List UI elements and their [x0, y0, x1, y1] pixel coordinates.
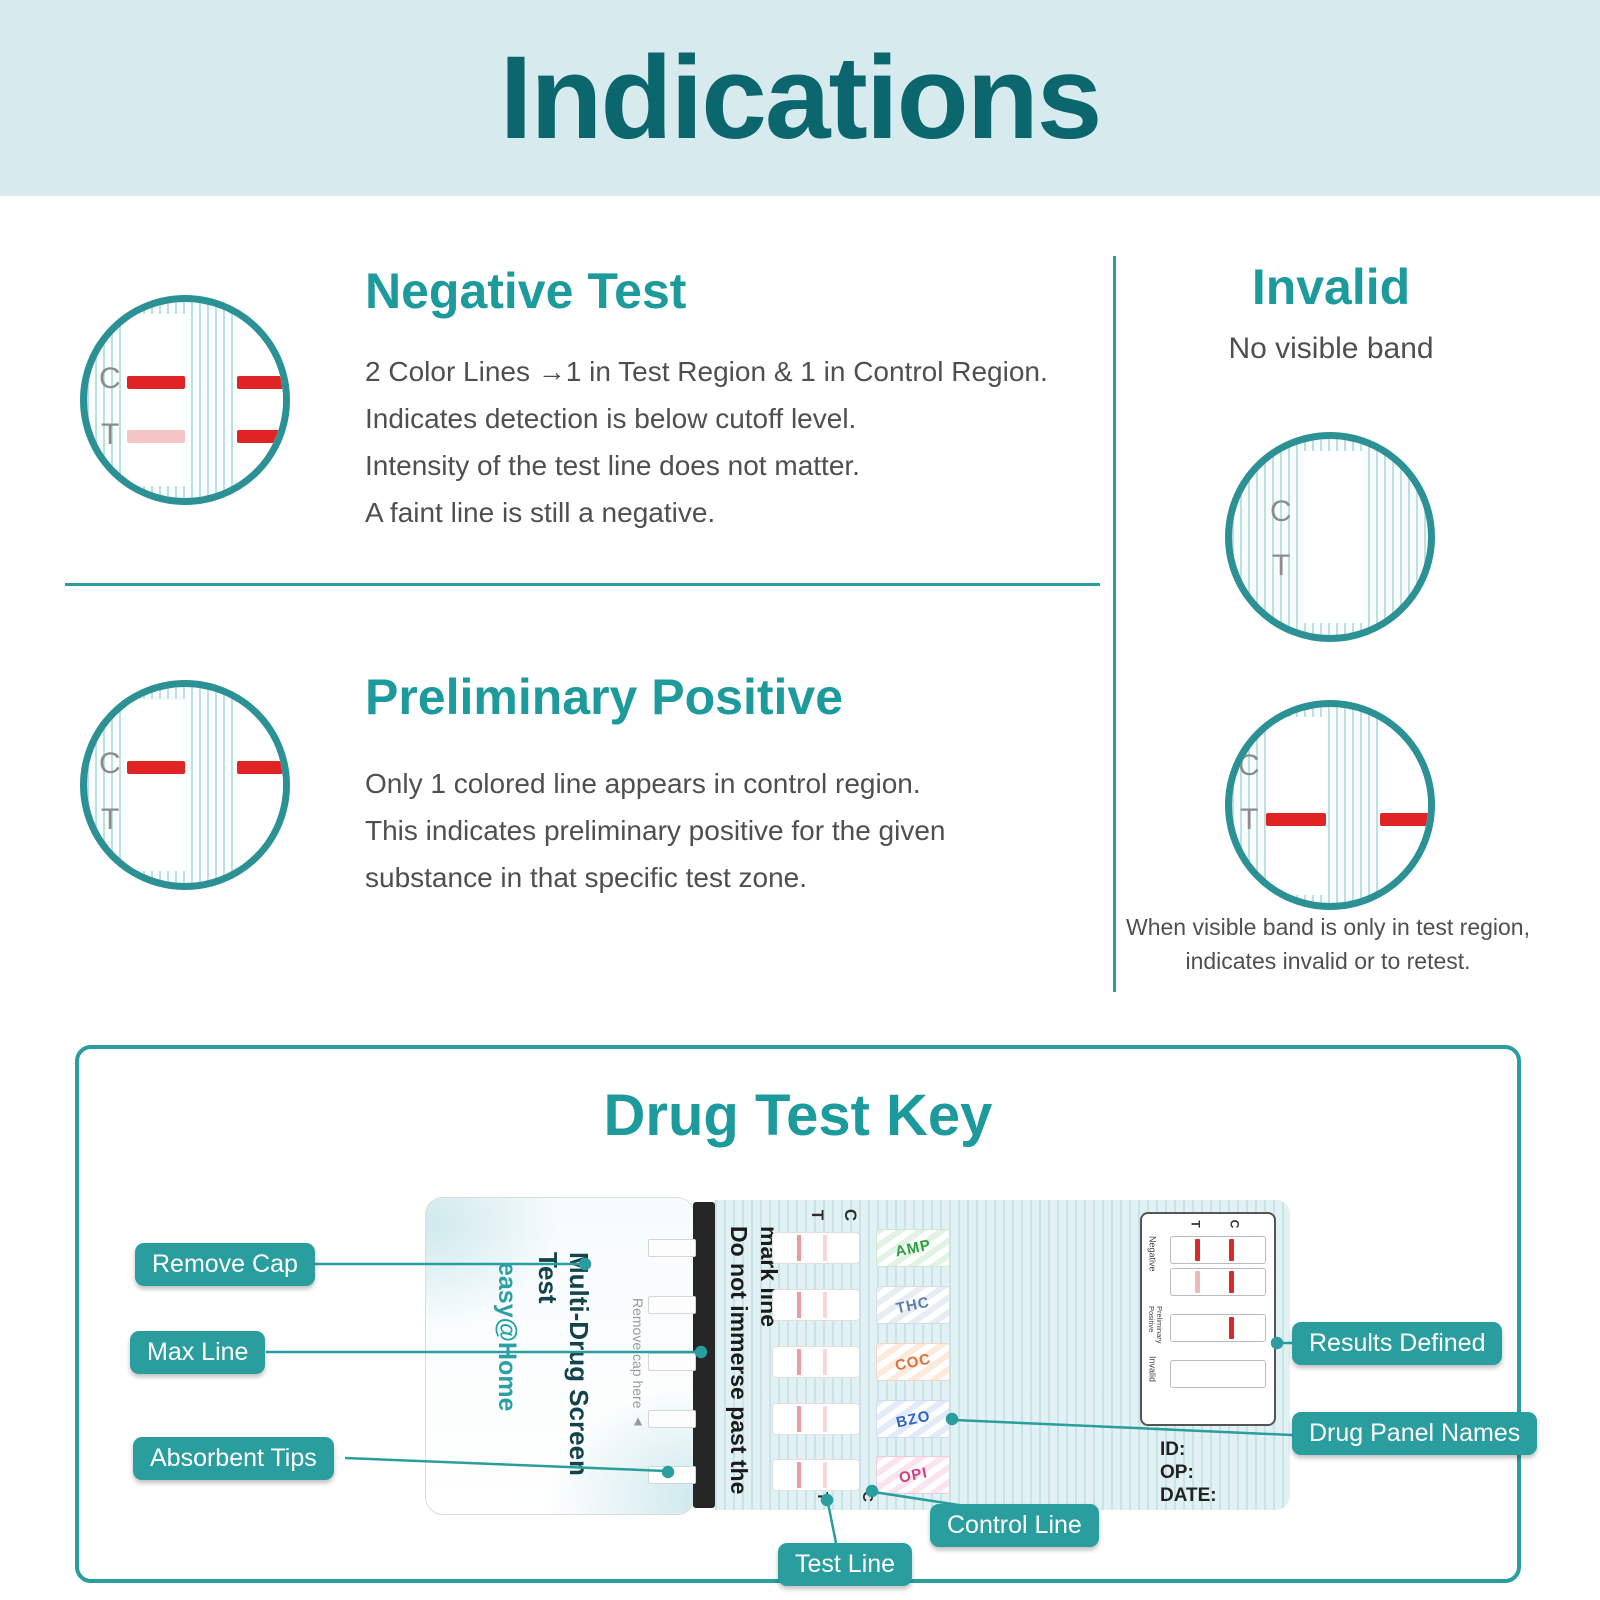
test-line-marker: T — [814, 1491, 832, 1502]
preliminary-positive-circle: C T — [80, 680, 290, 890]
panel-strip — [772, 1403, 860, 1435]
control-region-label: C — [1238, 749, 1260, 782]
test-line-marker: T — [1188, 1220, 1203, 1228]
id-fields: ID: OP: DATE: — [1160, 1438, 1217, 1507]
panel-strip — [772, 1459, 860, 1491]
invalid-note: When visible band is only in test region… — [1126, 914, 1530, 974]
control-region-label: C — [1270, 495, 1292, 528]
immerse-warning-text: Do not immerse past the mark line — [726, 1226, 782, 1495]
preliminary-positive-title: Preliminary Positive — [365, 669, 844, 725]
panel-strip — [772, 1232, 860, 1264]
test-band — [1266, 813, 1326, 826]
example-strip-negative — [1170, 1236, 1266, 1264]
drug-panel-thc: THC — [876, 1286, 950, 1324]
preliminary-positive-label: Preliminary Positive — [1147, 1306, 1163, 1344]
body-line: A faint line is still a negative. — [365, 497, 716, 528]
body-line: Indicates detection is below cutoff leve… — [365, 403, 857, 434]
results-defined-panel: T C Negative Preliminary Positive Invali… — [1140, 1212, 1276, 1426]
max-line-bar — [693, 1202, 715, 1508]
negative-label: Negative — [1147, 1236, 1157, 1272]
test-region-label: T — [101, 803, 120, 836]
body-line: This indicates preliminary positive for … — [365, 815, 946, 846]
control-band — [237, 761, 283, 774]
test-strip — [237, 699, 283, 871]
horizontal-divider — [65, 583, 1100, 586]
absorbent-tip — [648, 1296, 696, 1314]
control-band — [1229, 1317, 1235, 1339]
control-band — [1229, 1239, 1235, 1261]
absorbent-tip — [648, 1410, 696, 1428]
test-strip — [237, 314, 283, 486]
test-band — [1380, 813, 1428, 826]
control-band — [1229, 1271, 1235, 1293]
invalid-subtitle: No visible band — [1228, 332, 1434, 365]
drug-panel-bzo: BZO — [876, 1400, 950, 1438]
invalid-label: Invalid — [1147, 1356, 1157, 1383]
faint-test-band — [127, 430, 185, 443]
body-line: Only 1 colored line appears in control r… — [365, 768, 921, 799]
test-band — [1195, 1239, 1201, 1261]
body-line: 2 Color Lines →1 in Test Region & 1 in C… — [365, 356, 1048, 387]
date-label: DATE: — [1160, 1485, 1217, 1506]
body-line: substance in that specific test zone. — [365, 862, 808, 893]
control-band — [237, 376, 283, 389]
control-band — [127, 761, 185, 774]
remove-cap-here-text: Remove cap here ▲ — [630, 1298, 646, 1429]
example-strip-negative-faint — [1170, 1268, 1266, 1296]
panel-strip — [772, 1346, 860, 1378]
remove-cap-callout: Remove Cap — [135, 1243, 315, 1286]
absorbent-tips-callout: Absorbent Tips — [133, 1437, 334, 1480]
control-line-callout: Control Line — [930, 1504, 1099, 1547]
max-line-callout: Max Line — [130, 1331, 266, 1374]
body-line: Intensity of the test line does not matt… — [365, 450, 860, 481]
negative-test-body: 2 Color Lines →1 in Test Region & 1 in C… — [365, 348, 1048, 536]
op-label: OP: — [1160, 1462, 1194, 1483]
drug-panel-opi: OPI — [876, 1456, 950, 1494]
invalid-blank-circle: C T — [1225, 432, 1435, 642]
example-strip-preliminary — [1170, 1314, 1266, 1342]
drug-panel-names-callout: Drug Panel Names — [1292, 1412, 1538, 1455]
control-band — [127, 376, 185, 389]
negative-test-circle: C T — [80, 295, 290, 505]
brand-logo-text: easy@Home — [493, 1262, 521, 1412]
test-region-label: T — [101, 418, 120, 451]
vertical-divider — [1113, 256, 1116, 992]
id-label: ID: — [1160, 1439, 1186, 1460]
absorbent-tip — [648, 1466, 696, 1484]
control-line-marker: C — [1227, 1219, 1242, 1229]
test-strip — [127, 314, 185, 486]
drug-panel-amp: AMP — [876, 1229, 950, 1267]
invalid-test-only-circle: C T — [1225, 700, 1435, 910]
test-strip — [1304, 451, 1362, 623]
example-strip-invalid — [1170, 1360, 1266, 1388]
absorbent-tip — [648, 1239, 696, 1257]
test-band — [237, 430, 283, 443]
drug-test-key-title: Drug Test Key — [603, 1083, 993, 1148]
preliminary-positive-body: Only 1 colored line appears in control r… — [365, 760, 945, 901]
results-defined-callout: Results Defined — [1292, 1322, 1503, 1365]
control-line-marker: C — [858, 1491, 876, 1502]
panel-strip — [772, 1289, 860, 1321]
control-line-marker: C — [841, 1208, 861, 1222]
control-region-label: C — [99, 747, 121, 780]
page-title: Indications — [499, 32, 1103, 164]
test-region-label: T — [1272, 549, 1291, 582]
header-band: Indications — [0, 0, 1600, 196]
invalid-title: Invalid — [1251, 259, 1411, 315]
control-region-label: C — [99, 362, 121, 395]
product-name-text: Multi-Drug Screen Test — [533, 1252, 594, 1476]
test-line-marker: T — [808, 1209, 828, 1221]
test-strip — [1266, 717, 1326, 895]
test-line-callout: Test Line — [778, 1543, 913, 1586]
test-strip — [127, 699, 185, 871]
faint-test-band — [1195, 1271, 1201, 1293]
drug-panel-coc: COC — [876, 1343, 950, 1381]
absorbent-tip — [648, 1353, 696, 1371]
negative-test-title: Negative Test — [365, 263, 687, 319]
test-region-label: T — [1240, 803, 1259, 836]
test-strip — [1380, 717, 1428, 895]
